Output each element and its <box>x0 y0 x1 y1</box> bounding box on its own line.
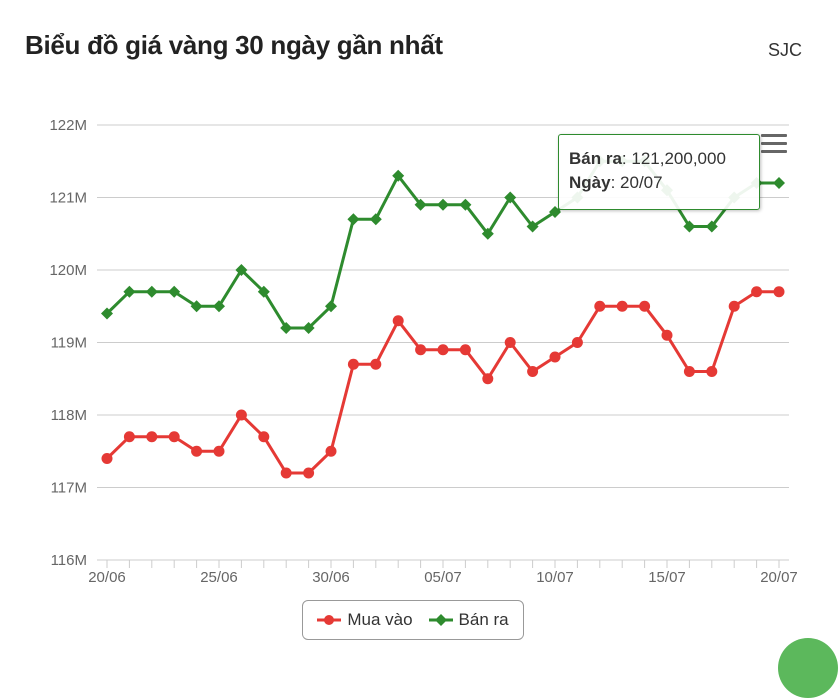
data-point <box>258 431 270 443</box>
data-point <box>683 220 696 233</box>
data-point <box>392 315 404 327</box>
data-point <box>482 373 494 385</box>
data-point <box>235 409 247 421</box>
data-point <box>571 337 583 348</box>
corner-decoration <box>778 638 838 698</box>
data-point <box>123 431 135 443</box>
tooltip-value-sell: 121,200,000 <box>631 149 726 168</box>
y-tick-label: 117M <box>51 480 87 497</box>
data-point <box>302 322 315 334</box>
data-point <box>168 431 180 443</box>
data-point <box>459 198 472 211</box>
tooltip-value-date: 20/07 <box>620 173 663 192</box>
data-point <box>168 285 181 298</box>
data-point <box>190 300 203 313</box>
data-point <box>191 445 203 457</box>
data-point <box>504 191 517 204</box>
legend-item-buy[interactable]: Mua vào <box>317 610 413 630</box>
data-point <box>639 300 651 312</box>
data-point <box>661 329 673 341</box>
chart-legend: Mua vào Bán ra <box>302 600 524 640</box>
x-tick-label: 10/07 <box>536 569 574 586</box>
data-point <box>392 169 405 182</box>
gold-price-chart: 116M 117M 118M 119M 120M 121M 122M 20/06 25/06 3… <box>49 117 798 586</box>
data-point <box>504 337 516 348</box>
y-tick-label: 118M <box>51 407 87 424</box>
data-point <box>459 344 471 356</box>
x-tick-label: 30/06 <box>312 569 350 586</box>
data-point <box>280 322 293 334</box>
grid-lines <box>97 124 789 568</box>
data-point <box>101 307 113 320</box>
hamburger-menu-icon[interactable] <box>761 134 787 154</box>
legend-sell-marker-icon <box>428 614 453 626</box>
data-point <box>146 431 158 443</box>
data-point <box>213 300 225 313</box>
data-point <box>437 344 449 356</box>
data-point <box>526 220 539 233</box>
legend-sell-label: Bán ra <box>458 610 509 629</box>
data-point <box>683 366 695 377</box>
data-point <box>325 300 337 313</box>
y-tick-label: 120M <box>49 262 87 279</box>
data-point <box>773 286 785 298</box>
data-point <box>347 213 360 226</box>
data-point <box>437 198 449 211</box>
data-point <box>369 213 382 226</box>
x-tick-label: 15/07 <box>648 569 686 586</box>
x-axis-labels: 20/06 25/06 30/06 05/07 10/07 15/07 20/07 <box>88 569 798 586</box>
data-point <box>280 467 292 479</box>
x-tick-label: 05/07 <box>424 569 462 586</box>
data-point <box>347 358 359 370</box>
data-point <box>728 300 740 312</box>
data-point <box>616 300 628 312</box>
data-point <box>549 351 561 363</box>
data-point <box>101 453 113 464</box>
legend-buy-label: Mua vào <box>347 610 413 629</box>
x-tick-label: 25/06 <box>200 569 238 586</box>
chart-tooltip: Bán ra: 121,200,000 Ngày: 20/07 <box>558 134 760 210</box>
y-tick-label: 119M <box>51 335 87 352</box>
legend-item-sell[interactable]: Bán ra <box>428 610 509 630</box>
data-point <box>594 300 606 312</box>
data-point <box>481 227 494 240</box>
y-tick-label: 122M <box>49 117 87 134</box>
x-tick-label: 20/07 <box>760 569 798 586</box>
data-point <box>705 220 718 233</box>
data-point <box>415 344 427 356</box>
x-tick-label: 20/06 <box>88 569 126 586</box>
data-point <box>414 198 427 211</box>
series-line <box>105 290 779 475</box>
data-point <box>123 285 136 298</box>
source-label: SJC <box>767 40 802 60</box>
y-tick-label: 116M <box>51 552 87 569</box>
y-axis-labels: 116M 117M 118M 119M 120M 121M 122M <box>49 117 87 569</box>
data-point <box>527 366 539 377</box>
tooltip-label-date: Ngày <box>569 173 611 192</box>
data-point <box>773 177 785 189</box>
data-point <box>325 445 337 457</box>
data-point <box>257 285 270 298</box>
data-point <box>370 358 382 370</box>
data-point <box>751 286 763 298</box>
chart-title: Biểu đồ giá vàng 30 ngày gần nhất <box>25 30 443 60</box>
tooltip-label-sell: Bán ra <box>569 149 622 168</box>
data-point <box>706 366 718 377</box>
series-buy <box>101 286 785 479</box>
data-point <box>213 445 225 457</box>
data-point <box>303 467 315 479</box>
data-point <box>235 264 248 276</box>
legend-buy-marker-icon <box>317 615 342 625</box>
data-point <box>145 285 158 298</box>
y-tick-label: 121M <box>49 190 87 207</box>
